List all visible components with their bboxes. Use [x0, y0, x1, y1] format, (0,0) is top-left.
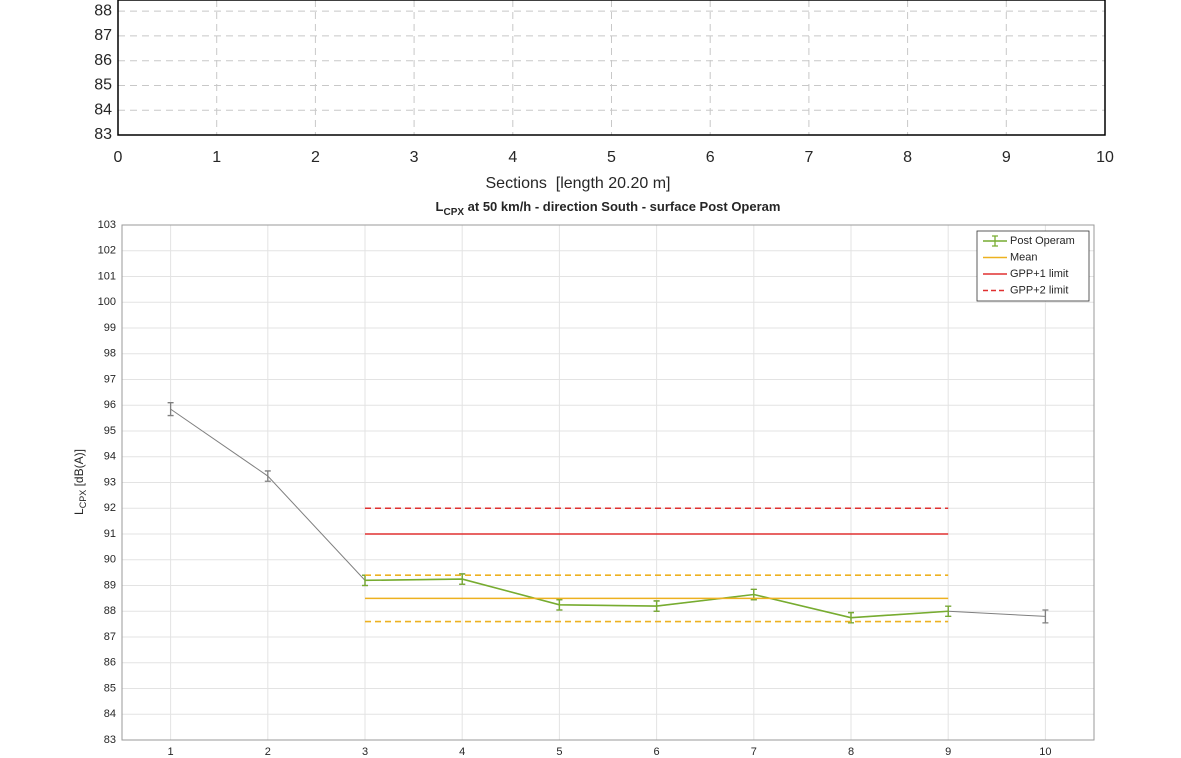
error-bar — [1042, 609, 1049, 624]
error-bar — [653, 600, 660, 612]
x-tick-label: 1 — [168, 746, 174, 758]
legend-label: GPP+2 limit — [1010, 284, 1068, 296]
y-tick-label: 83 — [94, 126, 112, 143]
x-tick-label: 2 — [265, 746, 271, 758]
y-tick-label: 88 — [104, 605, 116, 617]
y-axis-label: LCPX [dB(A)] — [72, 449, 88, 515]
ylabel-part: [dB(A)] — [72, 449, 86, 490]
title-part: at 50 km/h - direction South - surface P… — [464, 199, 780, 214]
plot-frame — [121, 224, 1095, 741]
x-tick-label: 3 — [410, 149, 419, 166]
y-tick-label: 100 — [98, 296, 116, 308]
y-tick-label: 86 — [104, 657, 116, 669]
legend-box — [976, 230, 1090, 302]
legend-label: GPP+1 limit — [1010, 268, 1068, 280]
x-tick-label: 5 — [556, 746, 562, 758]
legend-label: Mean — [1010, 251, 1038, 263]
y-tick-label: 98 — [104, 348, 116, 360]
y-tick-label: 85 — [94, 77, 112, 94]
y-tick-label: 102 — [98, 245, 116, 257]
x-tick-label: 9 — [1002, 149, 1011, 166]
ylabel-subscript: CPX — [78, 490, 88, 509]
x-tick-label: 10 — [1096, 149, 1114, 166]
x-tick-label: 5 — [607, 149, 616, 166]
x-axis-label: Sections [length 20.20 m] — [486, 175, 671, 192]
x-tick-label: 6 — [706, 149, 715, 166]
chart-title: LCPX at 50 km/h - direction South - surf… — [436, 199, 781, 217]
y-tick-label: 97 — [104, 373, 116, 385]
legend-label: Post Operam — [1010, 235, 1075, 247]
ylabel-part: L — [72, 508, 86, 515]
x-tick-label: 8 — [903, 149, 912, 166]
y-tick-label: 90 — [104, 554, 116, 566]
y-tick-label: 91 — [104, 528, 116, 540]
y-tick-label: 94 — [104, 451, 116, 463]
x-tick-label: 6 — [654, 746, 660, 758]
series-line — [170, 408, 1046, 619]
y-tick-label: 86 — [94, 52, 112, 69]
x-tick-label: 7 — [804, 149, 813, 166]
y-tick-label: 88 — [94, 2, 112, 19]
x-tick-label: 7 — [751, 746, 757, 758]
x-tick-label: 10 — [1039, 746, 1051, 758]
y-tick-label: 87 — [104, 631, 116, 643]
y-tick-label: 87 — [94, 27, 112, 44]
title-subscript: CPX — [443, 207, 464, 218]
error-bar — [459, 573, 466, 585]
y-tick-label: 83 — [104, 734, 116, 746]
y-tick-label: 85 — [104, 682, 116, 694]
y-tick-label: 103 — [98, 219, 116, 231]
x-tick-label: 8 — [848, 746, 854, 758]
y-tick-label: 92 — [104, 502, 116, 514]
x-tick-label: 1 — [212, 149, 221, 166]
x-tick-label: 4 — [459, 746, 465, 758]
x-tick-label: 0 — [114, 149, 123, 166]
x-tick-label: 4 — [508, 149, 517, 166]
y-tick-label: 93 — [104, 476, 116, 488]
y-tick-label: 84 — [104, 708, 116, 720]
y-tick-label: 99 — [104, 322, 116, 334]
title-part: L — [436, 199, 444, 214]
error-bar — [945, 605, 952, 618]
y-tick-label: 95 — [104, 425, 116, 437]
plot-frame — [117, 0, 1106, 136]
legend-swatch-error — [992, 235, 998, 247]
y-tick-label: 89 — [104, 579, 116, 591]
y-tick-label: 101 — [98, 270, 116, 282]
error-bar — [264, 470, 271, 482]
x-tick-label: 3 — [362, 746, 368, 758]
error-bar — [556, 599, 563, 611]
y-tick-label: 84 — [94, 101, 112, 118]
y-tick-label: 96 — [104, 399, 116, 411]
x-tick-label: 2 — [311, 149, 320, 166]
x-tick-label: 9 — [945, 746, 951, 758]
error-bar — [167, 402, 174, 417]
